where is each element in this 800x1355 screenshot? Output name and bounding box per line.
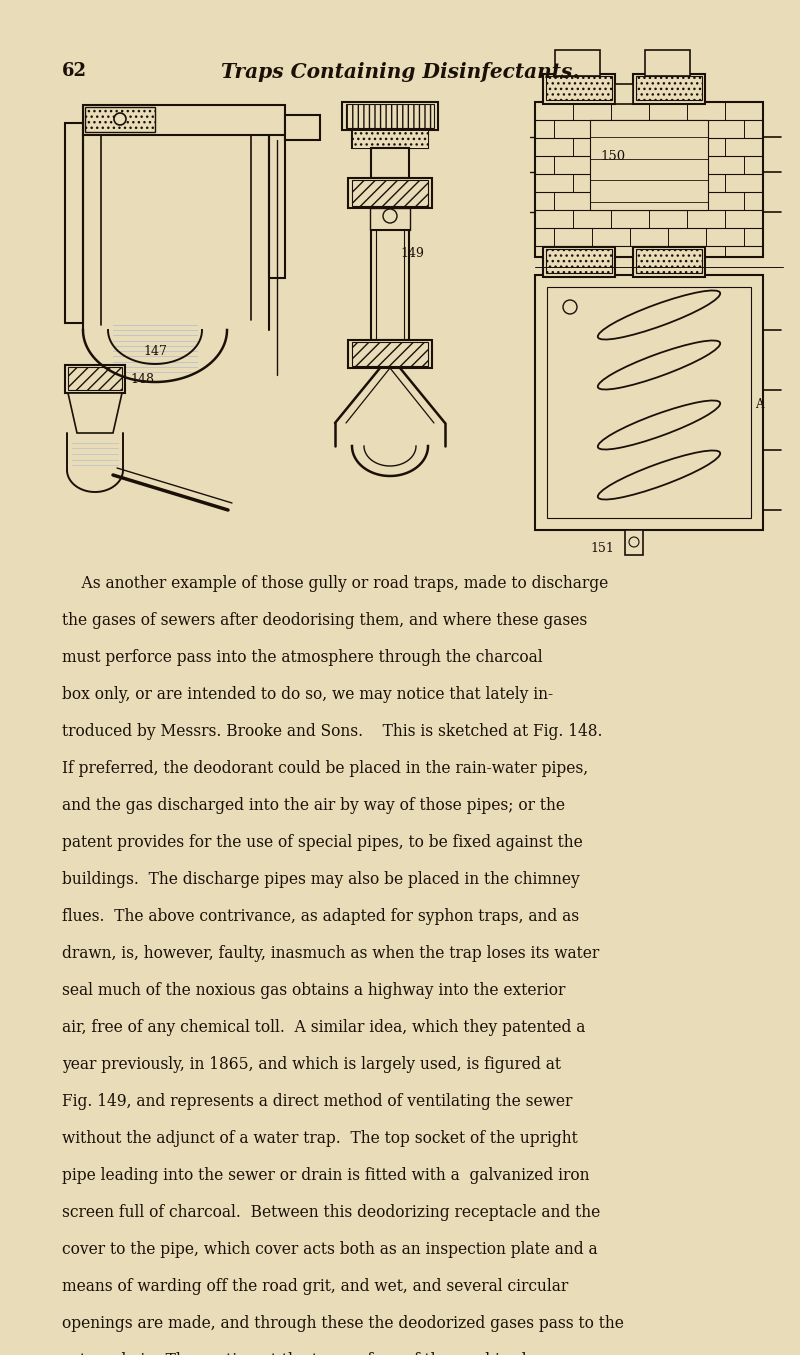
Circle shape <box>629 537 639 547</box>
Bar <box>348 178 432 209</box>
Bar <box>633 247 705 276</box>
Ellipse shape <box>598 290 720 340</box>
Text: buildings.  The discharge pipes may also be placed in the chimney: buildings. The discharge pipes may also … <box>62 871 580 888</box>
Circle shape <box>114 112 126 125</box>
Bar <box>352 130 428 148</box>
Text: If preferred, the deodorant could be placed in the rain-water pipes,: If preferred, the deodorant could be pla… <box>62 760 588 776</box>
Text: 151: 151 <box>590 542 614 556</box>
Text: A: A <box>755 398 763 412</box>
Text: without the adjunct of a water trap.  The top socket of the upright: without the adjunct of a water trap. The… <box>62 1130 578 1146</box>
Bar <box>625 530 643 556</box>
Text: air, free of any chemical toll.  A similar idea, which they patented a: air, free of any chemical toll. A simila… <box>62 1019 586 1037</box>
Bar <box>370 209 410 230</box>
Bar <box>352 341 428 366</box>
Text: screen full of charcoal.  Between this deodorizing receptacle and the: screen full of charcoal. Between this de… <box>62 1205 600 1221</box>
Bar <box>62 92 738 542</box>
Text: openings are made, and through these the deodorized gases pass to the: openings are made, and through these the… <box>62 1314 624 1332</box>
Bar <box>269 123 285 278</box>
Circle shape <box>383 209 397 224</box>
Text: must perforce pass into the atmosphere through the charcoal: must perforce pass into the atmosphere t… <box>62 649 542 667</box>
Circle shape <box>563 299 577 314</box>
Bar <box>590 121 708 210</box>
Text: seal much of the noxious gas obtains a highway into the exterior: seal much of the noxious gas obtains a h… <box>62 982 566 999</box>
Bar <box>543 247 615 276</box>
Bar <box>555 50 600 76</box>
Text: 62: 62 <box>62 62 87 80</box>
Bar <box>68 367 122 390</box>
Text: 149: 149 <box>400 247 424 260</box>
Bar <box>636 249 702 272</box>
Bar <box>65 123 83 322</box>
Text: As another example of those gully or road traps, made to discharge: As another example of those gully or roa… <box>62 575 608 592</box>
Bar <box>636 76 702 100</box>
Text: pipe leading into the sewer or drain is fitted with a  galvanized iron: pipe leading into the sewer or drain is … <box>62 1167 590 1184</box>
Bar <box>371 148 409 178</box>
Bar <box>352 130 428 148</box>
Bar <box>342 102 438 130</box>
Text: year previously, in 1865, and which is largely used, is figured at: year previously, in 1865, and which is l… <box>62 1056 561 1073</box>
Text: patent provides for the use of special pipes, to be fixed against the: patent provides for the use of special p… <box>62 833 582 851</box>
Text: means of warding off the road grit, and wet, and several circular: means of warding off the road grit, and … <box>62 1278 568 1295</box>
Text: flues.  The above contrivance, as adapted for syphon traps, and as: flues. The above contrivance, as adapted… <box>62 908 579 925</box>
Bar <box>546 249 612 272</box>
Ellipse shape <box>598 450 720 500</box>
Bar <box>615 84 633 104</box>
Bar <box>535 275 763 530</box>
Text: drawn, is, however, faulty, inasmuch as when the trap loses its water: drawn, is, however, faulty, inasmuch as … <box>62 944 599 962</box>
Text: 147: 147 <box>143 346 167 358</box>
Text: Traps Containing Disinfectants.: Traps Containing Disinfectants. <box>221 62 579 83</box>
Text: box only, or are intended to do so, we may notice that lately in-: box only, or are intended to do so, we m… <box>62 686 553 703</box>
Bar <box>65 364 125 393</box>
Text: 148: 148 <box>130 373 154 386</box>
Bar <box>535 102 763 257</box>
Ellipse shape <box>598 401 720 450</box>
Ellipse shape <box>598 340 720 389</box>
Bar <box>83 104 285 136</box>
Bar <box>645 50 690 76</box>
Bar <box>543 75 615 104</box>
Text: and the gas discharged into the air by way of those pipes; or the: and the gas discharged into the air by w… <box>62 797 565 814</box>
Bar <box>371 230 409 340</box>
Text: the gases of sewers after deodorising them, and where these gases: the gases of sewers after deodorising th… <box>62 612 587 629</box>
Bar <box>633 75 705 104</box>
Bar <box>348 340 432 369</box>
Bar <box>85 107 155 131</box>
Polygon shape <box>68 393 122 434</box>
Bar <box>352 180 428 206</box>
Text: cover to the pipe, which cover acts both as an inspection plate and a: cover to the pipe, which cover acts both… <box>62 1241 598 1257</box>
Text: Fig. 149, and represents a direct method of ventilating the sewer: Fig. 149, and represents a direct method… <box>62 1093 572 1110</box>
Bar <box>546 76 612 100</box>
Text: 150: 150 <box>600 150 625 164</box>
Text: troduced by Messrs. Brooke and Sons.    This is sketched at Fig. 148.: troduced by Messrs. Brooke and Sons. Thi… <box>62 724 602 740</box>
Bar <box>346 104 434 127</box>
Bar <box>285 115 320 140</box>
Text: external air.  The grating at the top surface of the road is also a: external air. The grating at the top sur… <box>62 1352 558 1355</box>
Bar <box>547 287 751 518</box>
